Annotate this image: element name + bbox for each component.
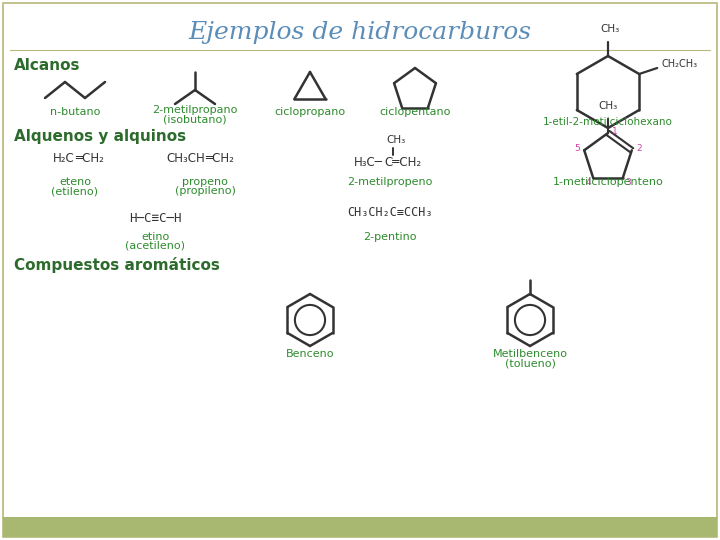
Text: Benceno: Benceno xyxy=(286,349,334,359)
Text: eteno: eteno xyxy=(59,177,91,187)
Text: H₂C: H₂C xyxy=(53,152,75,165)
Text: 5: 5 xyxy=(575,144,580,153)
Text: CH₃CH₂C≡CCH₃: CH₃CH₂C≡CCH₃ xyxy=(347,206,433,219)
Text: (etileno): (etileno) xyxy=(52,186,99,196)
Text: ═CH₂: ═CH₂ xyxy=(75,152,104,165)
Text: propeno: propeno xyxy=(182,177,228,187)
Text: 1-metilciclopenteno: 1-metilciclopenteno xyxy=(553,177,663,187)
Text: n-butano: n-butano xyxy=(50,107,100,117)
Bar xyxy=(3,517,717,537)
Text: 2: 2 xyxy=(636,144,642,153)
Text: 2-metilpropano: 2-metilpropano xyxy=(153,105,238,115)
Text: Alquenos y alquinos: Alquenos y alquinos xyxy=(14,130,186,145)
Text: ═CH₂: ═CH₂ xyxy=(205,152,234,165)
Text: C═CH₂: C═CH₂ xyxy=(384,157,421,170)
Text: CH₃: CH₃ xyxy=(387,135,405,145)
Text: 1-etil-2-metilciclohexano: 1-etil-2-metilciclohexano xyxy=(543,117,673,127)
Text: 4: 4 xyxy=(585,178,591,187)
Text: CH₃: CH₃ xyxy=(598,101,618,111)
Text: ciclopentano: ciclopentano xyxy=(379,107,451,117)
Text: 1: 1 xyxy=(612,126,618,136)
Text: 3: 3 xyxy=(625,178,631,187)
Text: (acetileno): (acetileno) xyxy=(125,241,185,251)
Text: CH₃CH: CH₃CH xyxy=(166,152,205,165)
Text: ciclopropano: ciclopropano xyxy=(274,107,346,117)
Text: Alcanos: Alcanos xyxy=(14,58,81,73)
Text: Metilbenceno: Metilbenceno xyxy=(492,349,567,359)
Text: H─C≡C─H: H─C≡C─H xyxy=(129,212,181,225)
Text: CH₂CH₃: CH₂CH₃ xyxy=(661,59,697,69)
Text: (propileno): (propileno) xyxy=(174,186,235,196)
Text: (tolueno): (tolueno) xyxy=(505,358,555,368)
Text: H₃C─: H₃C─ xyxy=(354,157,383,170)
Text: 2-pentino: 2-pentino xyxy=(364,232,417,242)
Text: etino: etino xyxy=(141,232,169,242)
Text: CH₃: CH₃ xyxy=(600,24,620,34)
Text: (isobutano): (isobutano) xyxy=(163,115,227,125)
Text: 2-metilpropeno: 2-metilpropeno xyxy=(347,177,433,187)
Text: Compuestos aromáticos: Compuestos aromáticos xyxy=(14,257,220,273)
Text: Ejemplos de hidrocarburos: Ejemplos de hidrocarburos xyxy=(189,21,531,44)
